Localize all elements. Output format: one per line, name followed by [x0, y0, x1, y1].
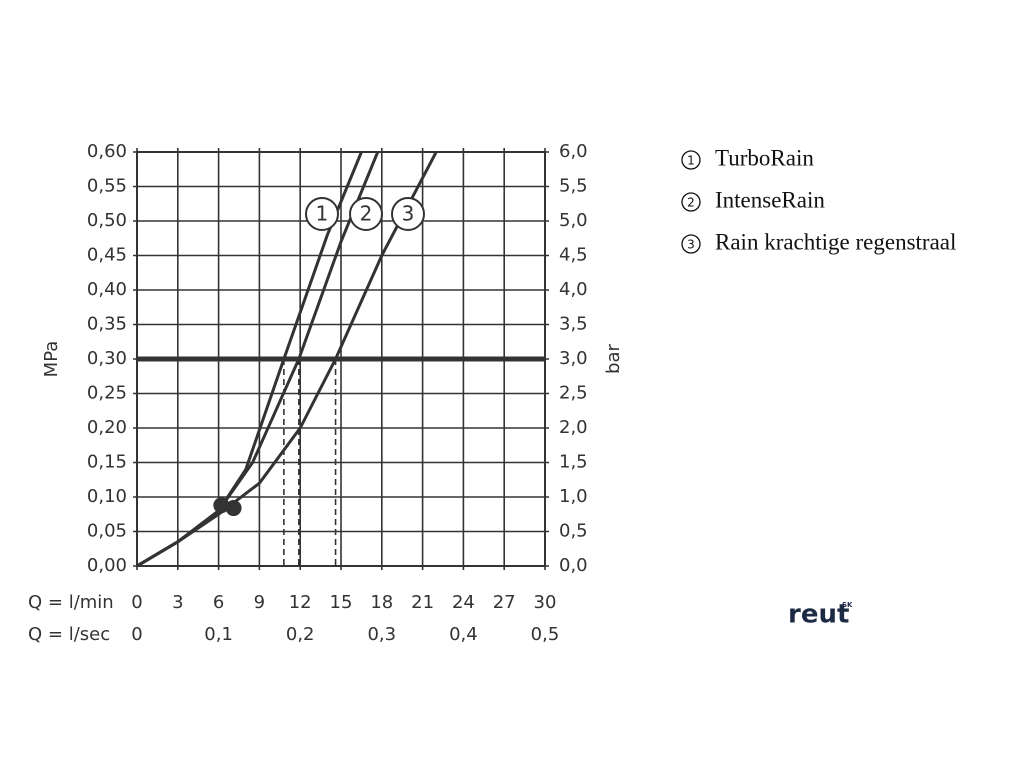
x-tick-label: 21: [411, 592, 434, 613]
y2-tick-label: 2,0: [559, 417, 588, 438]
x-tick-label: 0: [131, 592, 142, 613]
legend-label: TurboRain: [715, 145, 814, 170]
y-tick-label: 0,10: [87, 486, 127, 507]
y-tick-label: 0,45: [87, 245, 127, 266]
x2-tick-label: 0: [131, 624, 142, 645]
y-tick-label: 0,55: [87, 176, 127, 197]
y2-tick-label: 6,0: [559, 141, 588, 162]
y-tick-label: 0,40: [87, 279, 127, 300]
x-tick-label: 18: [370, 592, 393, 613]
y2-tick-label: 5,5: [559, 176, 588, 197]
x-tick-label: 6: [213, 592, 224, 613]
y2-tick-label: 2,5: [559, 383, 588, 404]
y-tick-label: 0,50: [87, 210, 127, 231]
y-tick-label: 0,15: [87, 452, 127, 473]
series-label-circle: [391, 197, 425, 231]
x-axis-label: Q = l/min: [28, 592, 114, 613]
x-tick-label: 9: [254, 592, 265, 613]
x-tick-label: 30: [534, 592, 557, 613]
legend-marker: [681, 192, 701, 212]
y2-tick-label: 4,5: [559, 245, 588, 266]
y2-tick-label: 5,0: [559, 210, 588, 231]
legend-marker-label: 2: [687, 196, 695, 210]
legend-marker-label: 1: [687, 154, 695, 168]
y2-tick-label: 0,5: [559, 521, 588, 542]
legend-label: IntenseRain: [715, 187, 825, 212]
x-tick-label: 24: [452, 592, 475, 613]
legend-marker: [681, 150, 701, 170]
logo-suffix: SK: [842, 601, 853, 609]
series-label: 2: [360, 202, 373, 226]
y-axis-label: MPa: [41, 341, 62, 378]
plot-frame: [136, 151, 546, 567]
x-tick-label: 12: [289, 592, 312, 613]
x2-tick-label: 0,5: [531, 624, 560, 645]
y2-tick-label: 3,5: [559, 314, 588, 335]
y-tick-label: 0,35: [87, 314, 127, 335]
x2-tick-label: 0,1: [204, 624, 233, 645]
series-label: 1: [316, 202, 329, 226]
x2-tick-label: 0,2: [286, 624, 315, 645]
y-tick-label: 0,25: [87, 383, 127, 404]
legend-marker: [681, 234, 701, 254]
y-tick-label: 0,05: [87, 521, 127, 542]
y2-tick-label: 3,0: [559, 348, 588, 369]
x2-tick-label: 0,4: [449, 624, 478, 645]
y2-tick-label: 0,0: [559, 555, 588, 576]
y2-tick-label: 4,0: [559, 279, 588, 300]
x-tick-label: 15: [330, 592, 353, 613]
y2-axis-label: bar: [603, 343, 624, 373]
legend-marker-label: 3: [687, 238, 695, 252]
y-tick-label: 0,00: [87, 555, 127, 576]
point: [213, 497, 230, 514]
x-tick-label: 27: [493, 592, 516, 613]
x2-tick-label: 0,3: [367, 624, 396, 645]
y-tick-label: 0,20: [87, 417, 127, 438]
y2-tick-label: 1,0: [559, 486, 588, 507]
x2-axis-label: Q = l/sec: [28, 624, 110, 645]
y2-tick-label: 1,5: [559, 452, 588, 473]
x-tick-label: 3: [172, 592, 183, 613]
logo: reut: [788, 600, 849, 630]
y-tick-label: 0,30: [87, 348, 127, 369]
series-line: [137, 152, 438, 566]
series-label-circle: [305, 197, 339, 231]
y-tick-label: 0,60: [87, 141, 127, 162]
series-label-circle: [349, 197, 383, 231]
point: [225, 500, 242, 517]
series-label: 3: [402, 202, 415, 226]
legend-label: Rain krachtige regenstraal: [715, 229, 956, 254]
